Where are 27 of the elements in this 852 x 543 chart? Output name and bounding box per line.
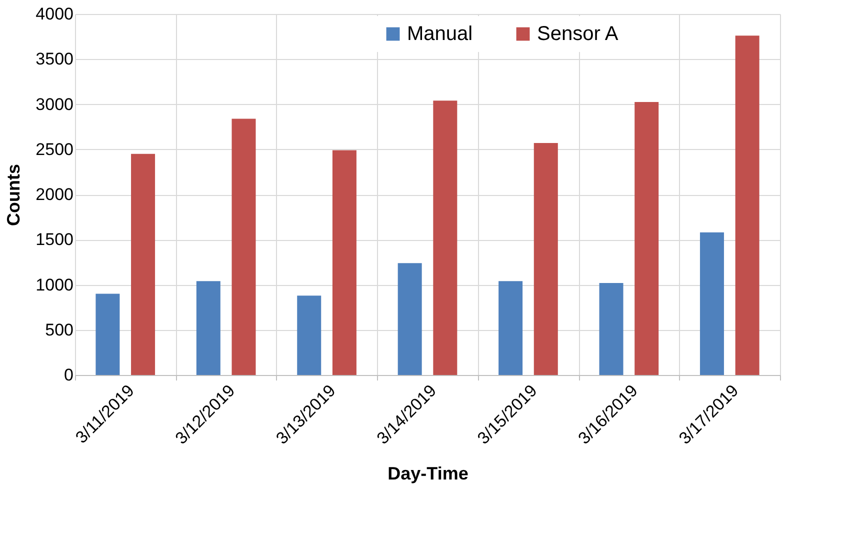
y-tick-label: 3000 bbox=[36, 94, 74, 114]
y-tick-label: 1000 bbox=[36, 275, 74, 294]
bar bbox=[498, 281, 523, 375]
bar bbox=[599, 282, 624, 375]
bar bbox=[332, 150, 356, 375]
y-axis-title: Counts bbox=[4, 164, 24, 226]
bar bbox=[433, 100, 458, 375]
y-tick-label: 500 bbox=[45, 320, 74, 340]
bar bbox=[96, 294, 120, 375]
bar bbox=[196, 281, 220, 375]
legend-label: Manual bbox=[407, 23, 473, 45]
bar bbox=[297, 296, 322, 375]
bar bbox=[131, 154, 156, 375]
y-tick-label: 1500 bbox=[36, 230, 74, 250]
bar bbox=[534, 143, 558, 375]
bar bbox=[634, 102, 659, 375]
x-axis-title: Day-Time bbox=[388, 463, 468, 484]
bar bbox=[398, 263, 422, 375]
legend-label: Sensor A bbox=[537, 23, 619, 45]
y-tick-label: 2000 bbox=[36, 185, 74, 204]
bar bbox=[700, 232, 724, 375]
y-tick-label: 3500 bbox=[36, 50, 74, 69]
bar bbox=[232, 118, 256, 375]
bar bbox=[735, 36, 760, 375]
y-tick-label: 2500 bbox=[36, 140, 74, 159]
y-tick-label: 4000 bbox=[36, 4, 74, 24]
y-tick-label: 0 bbox=[64, 366, 74, 384]
